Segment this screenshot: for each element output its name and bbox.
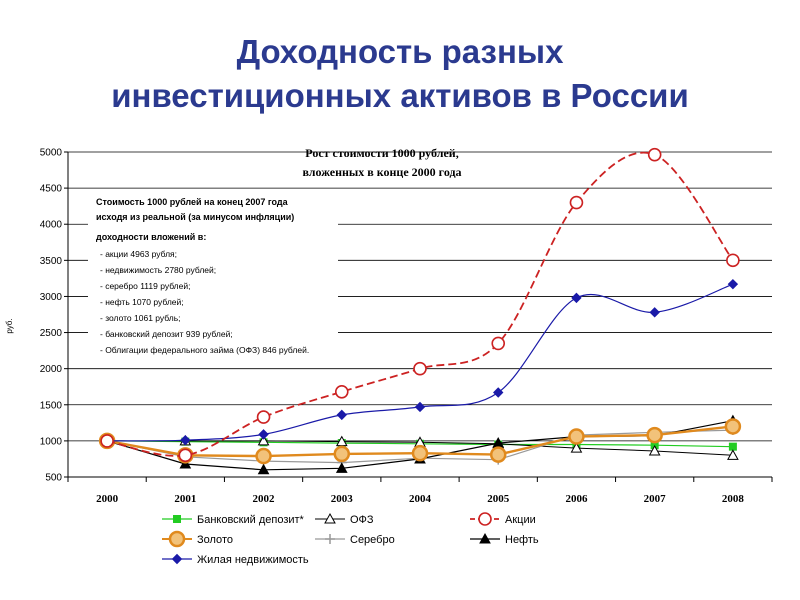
legend-entry-серебро: Серебро: [315, 534, 395, 546]
y-tick-label-2000: 2000: [40, 364, 63, 375]
chart-title-line-1: Рост стоимости 1000 рублей,: [305, 146, 458, 160]
point-золото-2008: [724, 418, 742, 435]
point-акции-2005: [491, 336, 506, 351]
annotation-item-7: - Облигации федерального займа (ОФЗ) 846…: [100, 345, 309, 355]
legend-label-золото: Золото: [197, 534, 233, 546]
legend: Банковский депозит* ОФЗ Акции Золото Серебро…: [162, 512, 539, 566]
point-акции-2001: [178, 448, 193, 463]
annotation-title-1: Стоимость 1000 рублей на конец 2007 года: [96, 197, 289, 207]
point-жилая-недвижимость-2008: [727, 278, 739, 290]
slide-title-line-2: инвестиционных активов в России: [111, 77, 689, 114]
slide-title: Доходность разных инвестиционных активов…: [0, 30, 800, 118]
point-жилая-недвижимость-2001: [180, 434, 191, 446]
point-жилая-недвижимость-2005: [493, 387, 504, 398]
point-акции-2008: [726, 253, 740, 268]
point-офз-2003: [335, 435, 348, 447]
y-tick-labels: 500 1000 1500 2000 2500 3000 3500 4000 4500 5000: [40, 148, 68, 484]
point-акции-2003: [334, 384, 349, 399]
point-офз-2008: [727, 449, 739, 460]
point-золото-2005: [489, 446, 507, 463]
point-золото-2006: [568, 428, 585, 445]
y-tick-label-500: 500: [45, 473, 62, 484]
point-акции-2002: [256, 410, 271, 424]
point-жилая-недвижимость-2006: [571, 292, 582, 304]
x-tick-label-2004: 2004: [409, 493, 432, 505]
point-банковский-депозит-2008: [728, 442, 737, 451]
x-tick-labels: 2000 2001 2002 2003 2004 2005 2006 2007 2008: [67, 477, 773, 505]
point-офз-2002: [257, 434, 270, 446]
x-tick-label-2005: 2005: [487, 493, 510, 505]
point-золото-2004: [411, 444, 429, 462]
legend-label-серебро: Серебро: [350, 534, 395, 546]
point-акции-2007: [647, 147, 662, 162]
legend-entry-офз: ОФЗ: [315, 512, 374, 526]
series-line-жилая-недвижимость: [107, 283, 734, 442]
y-tick-label-3000: 3000: [40, 292, 63, 303]
point-акции-2006: [569, 195, 584, 210]
x-tick-label-2002: 2002: [253, 493, 276, 505]
y-tick-label-4500: 4500: [40, 184, 63, 195]
legend-swatch-marker-офз: [324, 512, 336, 524]
x-tick-label-2001: 2001: [174, 493, 196, 505]
point-золото-2002: [255, 447, 272, 465]
y-tick-label-4000: 4000: [40, 220, 63, 231]
legend-entry-банковский-депозит: Банковский депозит*: [162, 514, 305, 526]
legend-entry-золото: Золото: [162, 530, 233, 548]
annotation-item-6: - банковский депозит 939 рублей;: [100, 329, 233, 339]
point-жилая-недвижимость-2003: [336, 409, 347, 421]
x-tick-label-2000: 2000: [96, 493, 119, 505]
legend-label-офз: ОФЗ: [350, 514, 374, 526]
point-жилая-недвижимость-2004: [414, 401, 426, 413]
point-золото-2007: [646, 426, 663, 444]
y-tick-label-5000: 5000: [40, 148, 63, 159]
legend-swatch-marker-нефть: [479, 532, 491, 544]
annotation-item-1: - акции 4963 рубля;: [100, 249, 177, 259]
y-tick-label-1500: 1500: [40, 400, 63, 411]
legend-entry-жилая-недвижимость: Жилая недвижимость: [162, 553, 309, 566]
point-нефть-2002: [257, 463, 270, 475]
legend-label-нефть: Нефть: [505, 534, 539, 546]
chart-title-line-2: вложенных в конце 2000 года: [302, 165, 461, 179]
point-жилая-недвижимость-2002: [258, 429, 269, 440]
legend-swatch-marker-акции: [478, 512, 492, 526]
x-tick-label-2008: 2008: [722, 493, 745, 505]
point-офз-2006: [570, 442, 583, 453]
y-tick-label-3500: 3500: [40, 256, 63, 267]
point-нефть-2003: [335, 462, 348, 473]
point-золото-2003: [333, 445, 351, 463]
annotation-title-3: доходности вложений в:: [96, 232, 206, 242]
point-жилая-недвижимость-2007: [649, 307, 660, 318]
annotation-background: [88, 190, 338, 360]
annotation-title-2: исходя из реальной (за минусом инфляции): [96, 212, 294, 222]
legend-swatch-marker-банковский-депозит: [173, 515, 181, 523]
legend-entry-нефть: Нефть: [470, 532, 539, 546]
annotation-item-2: - недвижимость 2780 рублей;: [100, 265, 216, 275]
legend-entry-акции: Акции: [470, 512, 536, 526]
legend-swatch-marker-серебро: [325, 534, 335, 544]
annotation-item-4: - нефть 1070 рублей;: [100, 297, 184, 307]
annotation-box: Стоимость 1000 рублей на конец 2007 года…: [88, 190, 338, 360]
annotation-item-5: - золото 1061 рубль;: [100, 313, 181, 323]
y-tick-label-2500: 2500: [40, 328, 63, 339]
x-tick-label-2003: 2003: [331, 493, 354, 505]
legend-label-жилая-недвижимость: Жилая недвижимость: [197, 554, 309, 566]
point-офз-2007: [648, 444, 661, 456]
x-tick-label-2006: 2006: [565, 493, 588, 505]
series-line-акции: [106, 151, 734, 457]
y-tick-label-1000: 1000: [40, 436, 63, 447]
legend-label-акции: Акции: [505, 514, 536, 526]
annotation-item-3: - серебро 1119 рублей;: [100, 281, 190, 291]
legend-swatch-marker-жилая-недвижимость: [171, 553, 183, 565]
series-layer: [98, 147, 742, 475]
point-акции-2004: [413, 361, 427, 376]
x-tick-label-2007: 2007: [644, 493, 667, 505]
series-акции: [100, 147, 740, 463]
y-axis-label: руб.: [5, 318, 14, 333]
series-золото: [98, 418, 742, 465]
legend-swatch-marker-золото: [168, 530, 186, 548]
point-акции-2000: [100, 434, 114, 448]
slide-title-line-1: Доходность разных: [236, 33, 564, 70]
legend-label-банковский-депозит: Банковский депозит*: [197, 514, 305, 526]
